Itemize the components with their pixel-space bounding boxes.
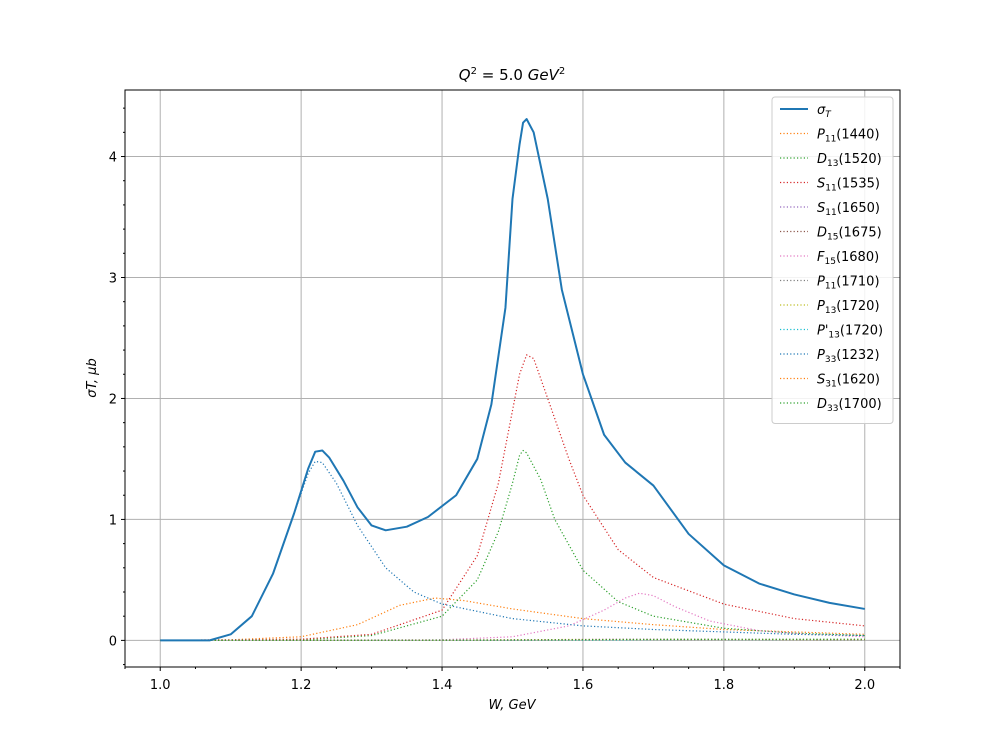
series-line	[160, 449, 865, 641]
axis-ticks: 1.0 1.2 1.4 1.6 1.8 2.0 0 1 2 3 4	[109, 107, 901, 693]
x-tick-label: 1.6	[573, 678, 594, 693]
x-tick-label: 1.0	[150, 678, 171, 693]
legend: σT P11(1440) D13(1520) S11(1535) S11(1650) D1…	[771, 96, 894, 424]
series-line	[160, 354, 865, 641]
legend-label: S31(1620)	[817, 373, 880, 390]
series-layer	[160, 118, 865, 642]
legend-label: D33(1700)	[817, 397, 882, 414]
x-tick-label: 1.2	[291, 678, 312, 693]
x-tick-label: 2.0	[854, 678, 875, 693]
legend-label: S11(1535)	[817, 177, 880, 194]
legend-label: σT	[817, 103, 832, 120]
legend-label: P'13(1720)	[817, 324, 883, 341]
y-tick-label: 3	[109, 271, 117, 286]
legend-frame	[771, 96, 894, 424]
x-axis-label: W, GeV	[488, 698, 536, 713]
series-line	[160, 118, 865, 642]
legend-label: P13(1720)	[817, 299, 880, 316]
chart-title: Q2 = 5.0 GeV2	[459, 66, 565, 84]
legend-label: D15(1675)	[817, 226, 882, 243]
legend-label: S11(1650)	[817, 201, 880, 218]
x-tick-label: 1.8	[714, 678, 735, 693]
legend-label: F15(1680)	[817, 250, 879, 267]
y-tick-label: 0	[109, 634, 117, 649]
series-line	[160, 597, 865, 641]
series-line	[160, 638, 865, 641]
legend-label: P33(1232)	[817, 348, 880, 365]
y-tick-label: 2	[109, 392, 117, 407]
legend-label: P11(1710)	[817, 275, 880, 292]
y-tick-label: 4	[109, 151, 117, 166]
legend-label: D13(1520)	[817, 152, 882, 169]
legend-label: P11(1440)	[817, 128, 880, 145]
y-axis-label: σT, μb	[85, 358, 100, 397]
series-line	[160, 460, 865, 641]
x-tick-label: 1.4	[432, 678, 453, 693]
series-line	[160, 592, 865, 641]
y-tick-label: 1	[109, 513, 117, 528]
